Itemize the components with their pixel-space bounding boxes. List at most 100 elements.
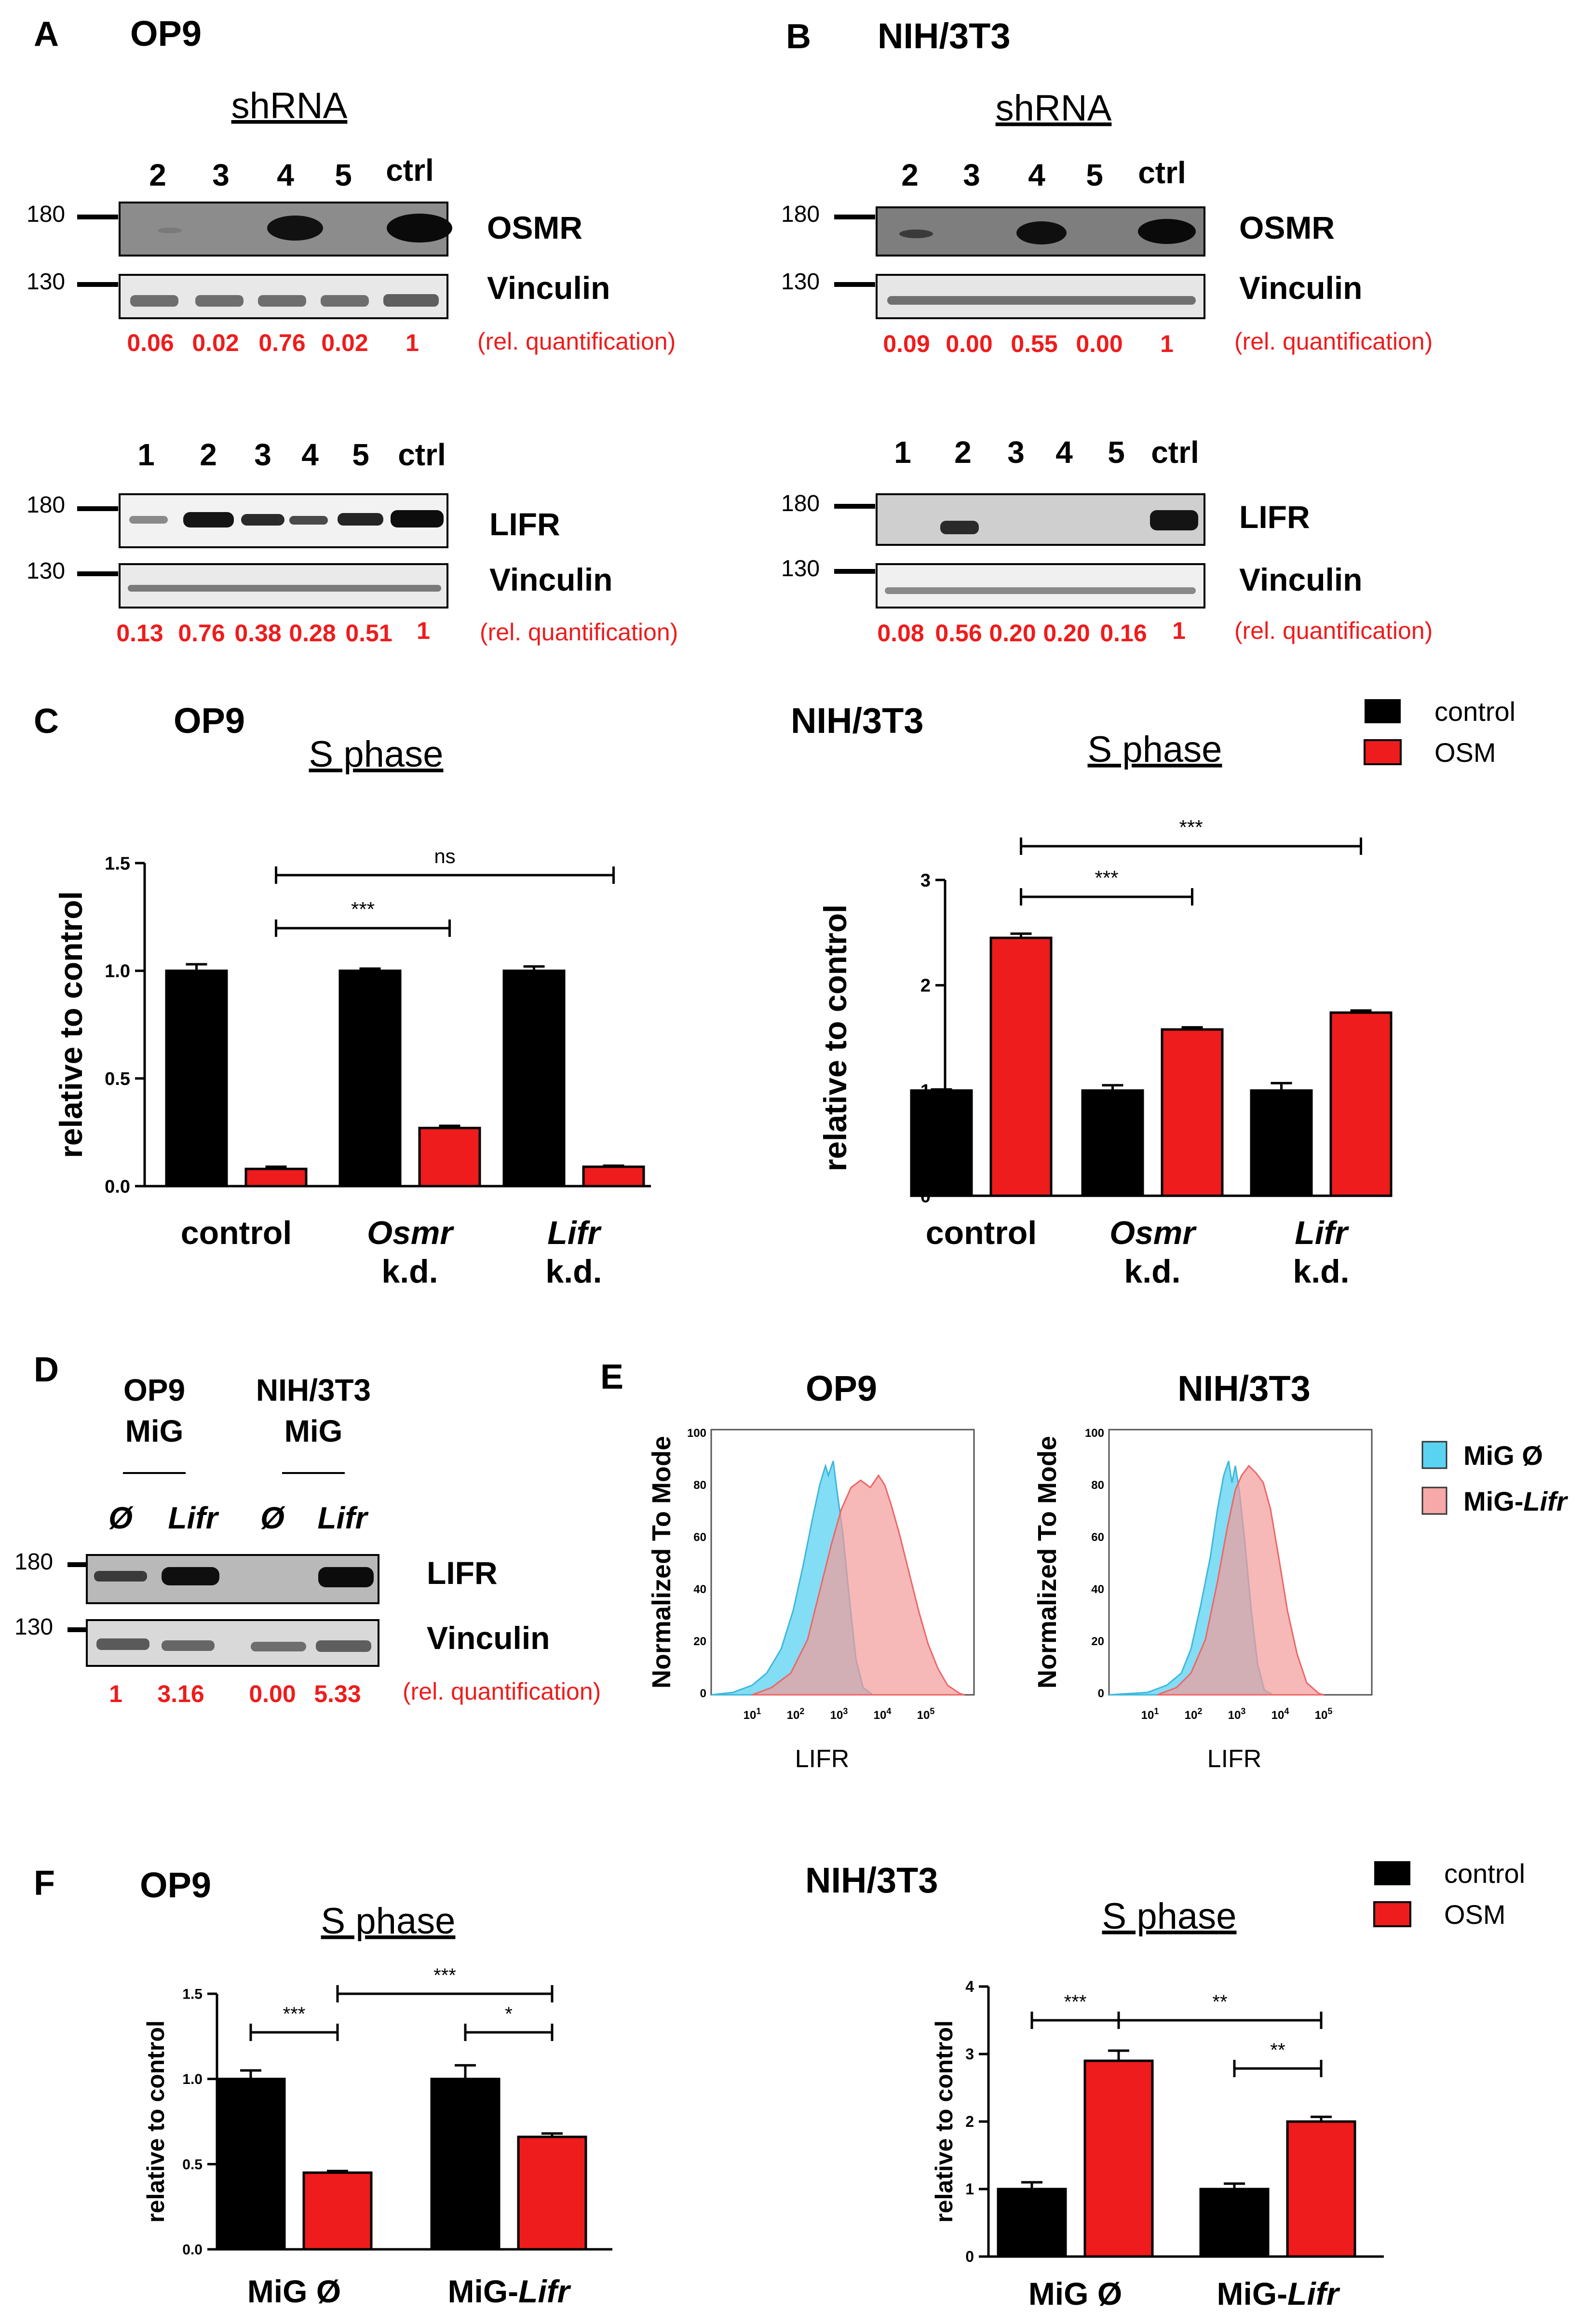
rel-quant-note: (rel. quantification) bbox=[477, 328, 676, 355]
y-axis-label: relative to control bbox=[142, 2020, 169, 2223]
rel-quant-note: (rel. quantification) bbox=[1234, 328, 1433, 355]
panel-b: B NIH/3T3 shRNA 2 3 4 5 ctrl 180 OSMR 13… bbox=[781, 16, 1433, 647]
blot-band bbox=[885, 587, 1196, 594]
chart-f-nih: NIH/3T3 S phase 0 1 2 3 4 relative to control Mi… bbox=[805, 1860, 1384, 2312]
category-label: Lifr bbox=[1295, 1215, 1349, 1251]
blot-band bbox=[387, 214, 452, 243]
category-label-line2: k.d. bbox=[545, 1253, 602, 1290]
mw-marker: 180 bbox=[27, 492, 65, 518]
blot-band bbox=[267, 216, 323, 241]
histogram-mig-lifr bbox=[1157, 1464, 1324, 1696]
lane-label: ctrl bbox=[1138, 155, 1186, 190]
panel-a-lanes-bottom: 1 2 3 4 5 ctrl bbox=[137, 437, 446, 472]
blot-band bbox=[318, 1567, 374, 1587]
chart-title: NIH/3T3 bbox=[805, 1860, 938, 1900]
quant-value: 0.00 bbox=[249, 1680, 296, 1707]
ytick: 100 bbox=[1085, 1427, 1104, 1440]
histogram-xticks: 101 102 103 104 105 bbox=[744, 1706, 935, 1722]
blot-band bbox=[183, 512, 234, 527]
protein-label: LIFR bbox=[489, 506, 560, 542]
legend-label-control: control bbox=[1434, 696, 1515, 727]
significance-label: *** bbox=[1179, 816, 1203, 838]
blot-band bbox=[241, 514, 284, 526]
blot-vinculin-nih-2 bbox=[876, 563, 1205, 608]
rel-quant-note: (rel. quantification) bbox=[1234, 617, 1433, 644]
legend-label-mig-lifr: MiG-Lifr bbox=[1463, 1486, 1569, 1516]
category-label: Lifr bbox=[547, 1215, 602, 1251]
panel-a-lanes-top: 2 3 4 5 ctrl bbox=[149, 153, 434, 192]
panel-d-vector: MiG bbox=[125, 1414, 184, 1448]
blot-band bbox=[940, 521, 979, 534]
quant-value: 0.16 bbox=[1100, 620, 1147, 647]
lane-label: 5 bbox=[352, 437, 369, 472]
histogram-title: OP9 bbox=[806, 1368, 877, 1408]
lane-label: Lifr bbox=[317, 1501, 368, 1535]
panel-b-cell-title: NIH/3T3 bbox=[878, 16, 1011, 56]
protein-label: Vinculin bbox=[1239, 270, 1363, 306]
bar-control bbox=[338, 969, 402, 1188]
blot-band bbox=[383, 294, 439, 307]
lane-label: Ø bbox=[260, 1501, 285, 1535]
panel-a-shrna-label: shRNA bbox=[231, 85, 348, 126]
lane-label: 3 bbox=[254, 437, 271, 472]
quant-value: 5.33 bbox=[314, 1680, 361, 1707]
lane-label: 4 bbox=[277, 158, 294, 192]
quant-value: 0.09 bbox=[883, 330, 930, 357]
ytick: 100 bbox=[687, 1427, 706, 1440]
y-tick-label: 4 bbox=[965, 1978, 974, 1995]
blot-band bbox=[321, 295, 369, 307]
quant-value: 1 bbox=[406, 329, 419, 356]
panel-label-f: F bbox=[34, 1864, 55, 1903]
quant-value: 0.13 bbox=[116, 620, 163, 647]
blot-band bbox=[1016, 221, 1067, 244]
bar-control bbox=[216, 2078, 286, 2251]
blot-band bbox=[96, 1638, 149, 1650]
xtick-log: 104 bbox=[874, 1706, 892, 1722]
protein-label: Vinculin bbox=[489, 562, 613, 597]
rel-quant-note: (rel. quantification) bbox=[403, 1678, 601, 1705]
quant-value: 1 bbox=[1172, 617, 1186, 644]
protein-label: OSMR bbox=[487, 210, 582, 245]
panel-a-cell-title: OP9 bbox=[130, 14, 202, 54]
chart-f-op9: OP9 S phase 0.0 0.5 1.0 1.5 relative to contro… bbox=[140, 1865, 612, 2309]
xtick-log: 103 bbox=[830, 1706, 848, 1722]
blot-band bbox=[316, 1640, 371, 1652]
y-tick-label: 1.0 bbox=[105, 961, 130, 982]
lane-label: 4 bbox=[1028, 158, 1045, 192]
mw-marker: 180 bbox=[781, 202, 820, 227]
ytick: 40 bbox=[693, 1583, 706, 1596]
panel-b-lanes-bottom: 1 2 3 4 5 ctrl bbox=[894, 435, 1199, 470]
bar-osm bbox=[418, 1126, 481, 1188]
mw-marker: 130 bbox=[27, 269, 65, 295]
blot-lifr-nih bbox=[876, 493, 1205, 546]
histogram-ylabel: Normalized To Mode bbox=[1033, 1436, 1062, 1689]
xtick-log: 101 bbox=[1141, 1706, 1159, 1722]
lane-label: 2 bbox=[200, 437, 217, 472]
quant-value: 0.00 bbox=[946, 330, 992, 357]
blot-band bbox=[251, 1642, 306, 1651]
legend-swatch-control bbox=[1365, 699, 1401, 723]
category-label: Osmr bbox=[1109, 1215, 1197, 1251]
category-label: MiG Ø bbox=[247, 2273, 341, 2309]
y-tick-label: 0.5 bbox=[182, 2157, 203, 2173]
lane-label: 2 bbox=[954, 435, 972, 470]
bar-control bbox=[1199, 2188, 1270, 2258]
lane-label: 2 bbox=[901, 158, 919, 192]
significance-label: *** bbox=[433, 1965, 456, 1986]
legend-label-mig-empty: MiG Ø bbox=[1463, 1440, 1543, 1471]
panel-label-b: B bbox=[786, 17, 811, 56]
y-tick-label: 2 bbox=[965, 2113, 974, 2130]
panel-label-c: C bbox=[34, 702, 59, 741]
legend-swatch-control bbox=[1374, 1861, 1410, 1885]
y-tick-label: 0.0 bbox=[182, 2242, 203, 2258]
blot-band bbox=[258, 295, 306, 307]
histogram-ylabel: Normalized To Mode bbox=[647, 1436, 676, 1689]
ytick: 20 bbox=[693, 1635, 706, 1648]
blot-band bbox=[158, 228, 182, 233]
lane-label: 4 bbox=[301, 437, 319, 472]
lane-label: 3 bbox=[963, 158, 980, 192]
legend-label-osm: OSM bbox=[1434, 737, 1496, 768]
histogram-title: NIH/3T3 bbox=[1177, 1368, 1311, 1408]
ytick: 40 bbox=[1091, 1583, 1104, 1596]
